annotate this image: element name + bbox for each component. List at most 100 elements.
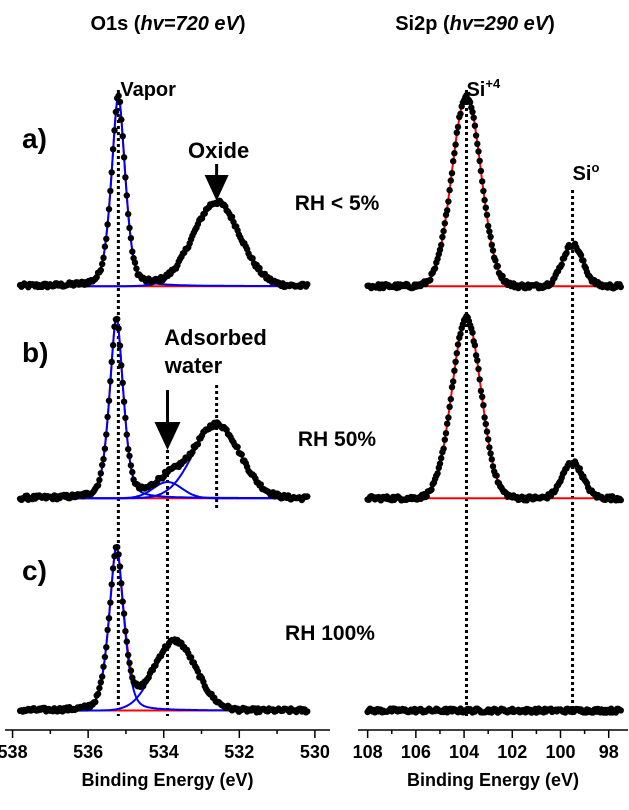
si2p-panel-a)-data-point: [479, 178, 486, 185]
si2p-tick-label: 108: [353, 742, 383, 762]
row-label-0: a): [22, 123, 47, 154]
si2p-panel-b)-data-point: [444, 420, 451, 427]
o1s-panel-a)-data-point: [120, 154, 128, 161]
o1s-panel-a)-envelope: [20, 93, 308, 287]
si2p-panel-a)-data-point: [446, 186, 453, 194]
o1s-title: O1s (hv=720 eV): [90, 13, 245, 35]
si2p-panel-b)-data-point: [450, 378, 457, 385]
si2p-peak-label-sup: +4: [485, 76, 501, 91]
o1s-panel-a)-data-point: [126, 224, 133, 232]
o1s-peak-label: Vapor: [120, 79, 176, 101]
o1s-panel-a)-data-point: [304, 281, 311, 288]
o1s-panel-b)-data-point: [116, 342, 124, 349]
o1s-panel-c)-data-point: [100, 663, 107, 670]
o1s-panel-a)-data-point: [131, 259, 139, 266]
o1s-panel-b)-data-point: [114, 315, 121, 323]
o1s-panel-b)-data-point: [109, 341, 117, 349]
si2p-panel-b)-data-point: [457, 330, 464, 338]
si2p-panel-b)-data-point: [482, 420, 489, 428]
si2p-panel-a)-data-point: [481, 196, 488, 204]
o1s-panel-c)-data-point: [107, 599, 114, 606]
o1s-panel-a)-data-point: [109, 146, 117, 153]
o1s-panel-c)-data-point: [115, 551, 122, 558]
si2p-peak-label: Si+4: [466, 76, 500, 101]
si2p-panel-b)-data-point: [576, 465, 583, 472]
o1s-panel-c)-data-point: [101, 653, 109, 661]
o1s-panel-b)-data-point: [194, 441, 202, 448]
si2p-panel-a)-data-point: [454, 123, 462, 131]
si2p-panel-b)-data-point: [428, 486, 435, 493]
o1s-panel-a)-component-vapor: [20, 93, 308, 288]
si2p-panel-a)-data-point: [431, 265, 439, 272]
o1s-tick-label: 538: [0, 742, 28, 762]
si2p-panel-a)-data-point: [466, 98, 474, 106]
si2p-panel-b)-data-point: [452, 358, 459, 365]
si2p-panel-a)-data-point: [457, 110, 464, 118]
si2p-panel-a)-data-point: [438, 241, 445, 249]
si2p-panel-a)-data-point: [563, 249, 570, 257]
o1s-panel-b)-data-point: [96, 476, 103, 484]
si2p-panel-a)-data-point: [445, 198, 452, 205]
o1s-panel-c)-data-point: [187, 654, 195, 661]
si2p-panel-b)-data-point: [434, 470, 441, 477]
si2p-panel-b)-data-point: [442, 430, 450, 437]
si2p-panel-b)-data-point: [451, 367, 458, 374]
si2p-title-italic: hv=290 eV: [450, 13, 550, 35]
o1s-panel-b)-data-point: [97, 470, 105, 477]
o1s-panel-c)-data-point: [109, 565, 117, 572]
o1s-panel-c)-data-point: [304, 708, 311, 715]
si2p-panel-a)-data-point: [477, 167, 485, 175]
o1s-annotation: Oxide: [188, 138, 249, 163]
si2p-panel-b)-data-point: [477, 387, 485, 395]
o1s-panel-b)-data-point: [103, 431, 110, 438]
o1s-panel-b)-data-point: [105, 397, 113, 404]
si2p-panel-a)-data-point: [487, 233, 494, 240]
si2p-panel-b)-data-point: [472, 352, 480, 359]
condition-label-1: RH 50%: [298, 428, 377, 451]
si2p-panel-a)-data-point: [476, 157, 483, 165]
o1s-panel-b)-data-point: [99, 461, 106, 469]
o1s-tick-label: 532: [224, 742, 254, 762]
si2p-panel-a)-data-point: [439, 233, 446, 241]
si2p-panel-a)-data-point: [494, 262, 501, 270]
o1s-panel-c)-envelope: [20, 544, 308, 712]
o1s-panel-a)-data-point: [100, 254, 107, 261]
si2p-peak-label-sup: o: [591, 160, 599, 175]
o1s-panel-c)-data-point: [125, 651, 132, 659]
o1s-panel-b)-data-point: [123, 431, 130, 438]
o1s-panel-b)-data-point: [101, 445, 109, 452]
si2p-panel-b)-data-point: [436, 460, 444, 467]
si2p-tick-label: 106: [401, 742, 431, 762]
si2p-tick-label: 98: [599, 742, 619, 762]
o1s-panel-a)-data-point: [122, 174, 129, 181]
si2p-panel-a)-data-point: [577, 251, 585, 259]
si2p-tick-label: 102: [497, 742, 527, 762]
o1s-panel-a)-data-point: [127, 234, 135, 242]
si2p-panel-b)-data-point: [485, 436, 492, 443]
o1s-panel-b)-data-point: [234, 443, 241, 451]
o1s-panel-a)-data-point: [256, 264, 263, 272]
o1s-panel-b)-data-point: [118, 362, 125, 369]
o1s-panel-a)-data-point: [99, 260, 106, 268]
o1s-annotation: Adsorbed: [164, 325, 267, 350]
si2p-panel-a)-data-point: [448, 169, 456, 177]
o1s-panel-b)-data-point: [100, 455, 107, 463]
o1s-panel-a)-data-point: [103, 235, 110, 242]
si2p-panel-b)-data-point: [454, 341, 462, 348]
o1s-panel-b)-data-point: [160, 473, 167, 481]
o1s-annotation-arrowhead: [204, 175, 229, 201]
o1s-panel-b)-data-point: [104, 413, 111, 421]
si2p-panel-b)-data-point: [448, 383, 456, 391]
o1s-annotation-arrowhead: [154, 422, 181, 450]
o1s-tick-label: 536: [73, 742, 103, 762]
si2p-panel-a)-data-point: [475, 148, 482, 155]
o1s-panel-a)-data-point: [107, 187, 114, 195]
si2p-panel-a)-data-point: [451, 150, 458, 157]
si2p-panel-b)-data-point: [474, 357, 481, 364]
row-label-1: b): [22, 337, 48, 368]
si2p-panel-b)-data-point: [438, 454, 445, 462]
o1s-panel-c)-data-point: [127, 667, 135, 674]
o1s-panel-a)-data-point: [118, 116, 125, 123]
si2p-panel-b)-data-point: [476, 376, 483, 383]
